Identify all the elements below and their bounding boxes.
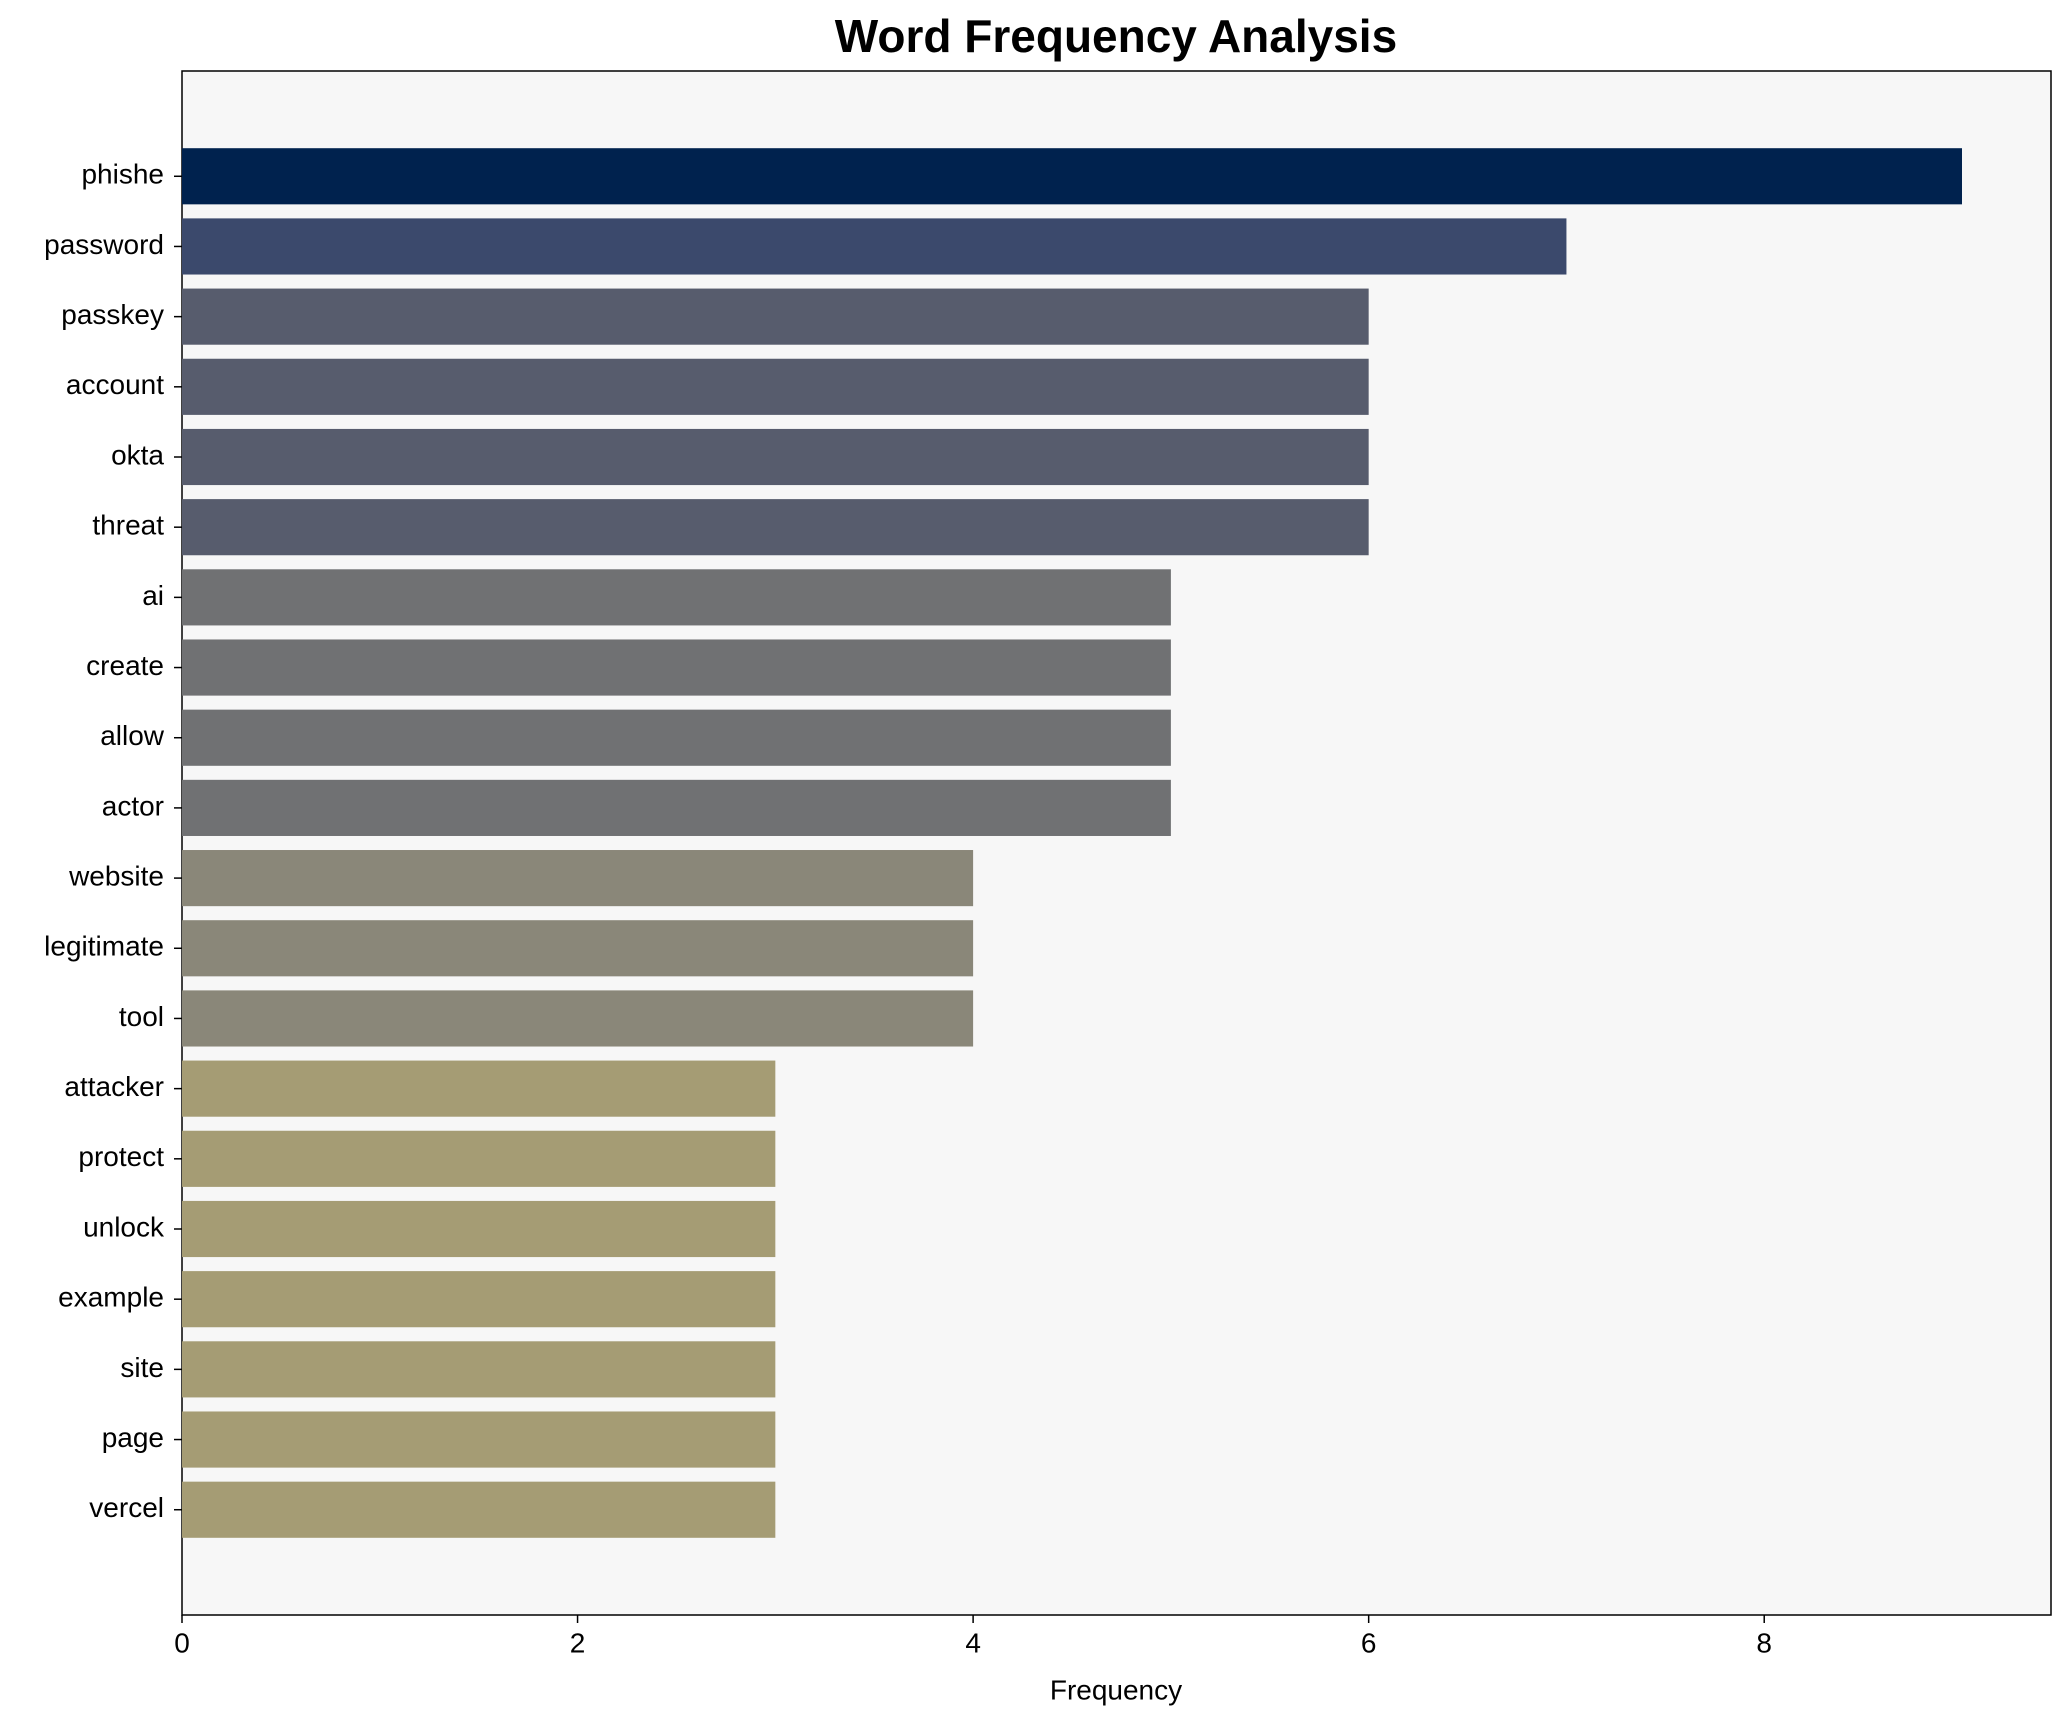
y-tick-label: allow — [100, 720, 165, 751]
bar — [182, 499, 1369, 556]
x-tick-label: 2 — [570, 1627, 586, 1658]
y-tick-label: ai — [142, 580, 164, 611]
y-tick-label: actor — [102, 790, 164, 821]
bar — [182, 1060, 776, 1117]
y-tick-label: phishe — [81, 159, 164, 190]
y-tick-label: site — [120, 1352, 164, 1383]
bar — [182, 779, 1171, 836]
y-tick-label: unlock — [83, 1211, 165, 1242]
y-tick-label: passkey — [61, 299, 164, 330]
bar — [182, 569, 1171, 626]
bar — [182, 1481, 776, 1538]
y-tick-label: attacker — [64, 1071, 164, 1102]
bar — [182, 1341, 776, 1398]
bar — [182, 850, 974, 907]
bar — [182, 1271, 776, 1328]
bar — [182, 428, 1369, 486]
bar — [182, 148, 1962, 205]
y-tick-label: okta — [111, 439, 164, 470]
bar — [182, 1200, 776, 1258]
y-tick-label: account — [66, 369, 164, 400]
x-tick-label: 0 — [174, 1627, 190, 1658]
bar — [182, 709, 1171, 766]
y-tick-label: legitimate — [44, 931, 164, 962]
y-tick-label: example — [58, 1282, 164, 1313]
y-tick-label: protect — [78, 1141, 164, 1172]
y-tick-label: page — [102, 1422, 164, 1453]
bar — [182, 218, 1567, 275]
bar — [182, 1130, 776, 1187]
y-tick-label: tool — [119, 1001, 164, 1032]
y-tick-label: password — [44, 229, 164, 260]
x-axis-label: Frequency — [1050, 1674, 1182, 1705]
y-tick-label: website — [68, 860, 164, 891]
y-tick-label: create — [86, 650, 164, 681]
y-tick-label: threat — [92, 510, 164, 541]
bar — [182, 920, 974, 977]
bar — [182, 288, 1369, 345]
x-tick-label: 4 — [965, 1627, 981, 1658]
bar — [182, 1411, 776, 1468]
bar — [182, 639, 1171, 696]
x-tick-label: 6 — [1361, 1627, 1377, 1658]
chart-title: Word Frequency Analysis — [835, 10, 1397, 62]
bar — [182, 358, 1369, 415]
y-tick-label: vercel — [89, 1492, 164, 1523]
x-tick-label: 8 — [1756, 1627, 1772, 1658]
bar — [182, 990, 974, 1047]
